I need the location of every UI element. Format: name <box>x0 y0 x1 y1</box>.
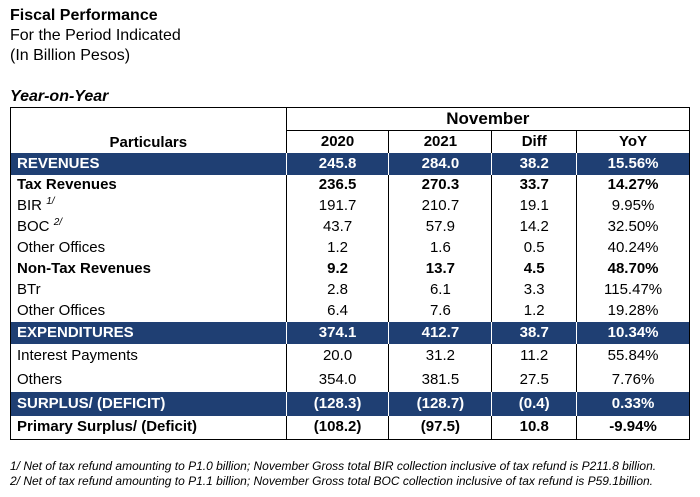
table-row-other-offices-nontax: Other Offices 6.4 7.6 1.2 19.28% <box>10 300 690 322</box>
cell-2020: 9.2 <box>286 258 390 280</box>
cell-yoy: 7.76% <box>611 370 655 388</box>
row-label: Primary Surplus/ (Deficit) <box>10 415 287 440</box>
cell-2021: 381.5 <box>388 367 493 392</box>
section-title: Year-on-Year <box>10 88 109 105</box>
column-header-2021: 2021 <box>388 130 493 153</box>
cell-diff: 0.5 <box>491 237 578 259</box>
cell-yoy: 40.24% <box>607 239 659 256</box>
cell-2021: 6.1 <box>388 279 493 301</box>
row-label: Interest Payments <box>10 343 287 368</box>
cell-2020: 374.1 <box>286 321 390 344</box>
row-label: EXPENDITURES <box>10 321 287 344</box>
particulars-header: Particulars <box>10 107 287 153</box>
cell-yoy: 9.95% <box>611 197 655 214</box>
cell-diff: 3.3 <box>491 279 578 301</box>
cell-2021: 284.0 <box>388 152 493 175</box>
footnotes: 1/ Net of tax refund amounting to P1.0 b… <box>10 459 656 489</box>
cell-2020: 43.7 <box>286 216 390 238</box>
cell-diff: 4.5 <box>491 258 578 280</box>
table-row-interest-payments: Interest Payments 20.0 31.2 11.2 55.84% <box>10 343 690 368</box>
table-row-primary-surplus-deficit: Primary Surplus/ (Deficit) (108.2) (97.5… <box>10 415 690 440</box>
row-label: Non-Tax Revenues <box>10 258 287 280</box>
column-header-2020: 2020 <box>286 130 390 153</box>
table-row-revenues: REVENUES 245.8 284.0 38.2 15.56% <box>10 152 690 175</box>
cell-diff: 38.2 <box>491 152 578 175</box>
column-header-diff: Diff <box>491 130 578 153</box>
row-label: BTr <box>10 279 287 301</box>
report-title: Fiscal Performance <box>10 7 158 24</box>
table-row-others: Others 354.0 381.5 27.5 7.76% <box>10 367 690 392</box>
row-label-cell: BOC 2/ <box>10 216 287 238</box>
row-label: Other Offices <box>10 300 287 322</box>
cell-2021: 1.6 <box>388 237 493 259</box>
row-label: Others <box>10 367 287 392</box>
cell-2021: 412.7 <box>388 321 493 344</box>
cell-diff: 38.7 <box>491 321 578 344</box>
row-label: REVENUES <box>10 152 287 175</box>
footnote-1: 1/ Net of tax refund amounting to P1.0 b… <box>10 459 657 473</box>
row-label: BOC <box>17 218 50 235</box>
cell-yoy: 115.47% <box>604 281 663 298</box>
footnote-2: 2/ Net of tax refund amounting to P1.1 b… <box>10 474 653 488</box>
report-unit: (In Billion Pesos) <box>10 47 131 64</box>
table-row-boc: BOC 2/ 43.7 57.9 14.2 32.50% <box>10 216 690 238</box>
table-row-bir: BIR 1/ 191.7 210.7 19.1 9.95% <box>10 195 690 217</box>
report-subtitle: For the Period Indicated <box>10 27 181 44</box>
cell-2020: (108.2) <box>286 415 390 440</box>
cell-yoy: 19.28% <box>607 302 659 319</box>
table-row-expenditures: EXPENDITURES 374.1 412.7 38.7 10.34% <box>10 321 690 344</box>
row-label: BIR <box>17 197 43 214</box>
cell-diff: 11.2 <box>491 343 578 368</box>
cell-diff: 27.5 <box>491 367 578 392</box>
row-label: Tax Revenues <box>10 174 287 196</box>
row-label: SURPLUS/ (DEFICIT) <box>10 391 287 416</box>
cell-yoy: 32.50% <box>607 218 659 235</box>
cell-yoy: 15.56% <box>576 152 690 175</box>
cell-diff: 19.1 <box>491 195 578 217</box>
cell-2020: 2.8 <box>286 279 390 301</box>
cell-2020: 354.0 <box>286 367 390 392</box>
cell-2021: 31.2 <box>388 343 493 368</box>
cell-diff: 1.2 <box>491 300 578 322</box>
table-row-tax-revenues: Tax Revenues 236.5 270.3 33.7 14.27% <box>10 174 690 196</box>
cell-diff: 14.2 <box>491 216 578 238</box>
row-label: Other Offices <box>10 237 287 259</box>
footnote-ref: 1/ <box>46 196 55 207</box>
cell-2020: (128.3) <box>286 391 390 416</box>
cell-yoy: 10.34% <box>576 321 690 344</box>
cell-diff: 10.8 <box>491 415 578 440</box>
cell-2020: 236.5 <box>286 174 390 196</box>
cell-2020: 245.8 <box>286 152 390 175</box>
cell-diff: 33.7 <box>491 174 578 196</box>
cell-2020: 6.4 <box>286 300 390 322</box>
cell-diff: (0.4) <box>491 391 578 416</box>
footnote-ref: 2/ <box>53 217 63 228</box>
table-row-non-tax-revenues: Non-Tax Revenues 9.2 13.7 4.5 48.70% <box>10 258 690 280</box>
cell-yoy: -9.94% <box>609 418 657 436</box>
cell-2021: 7.6 <box>388 300 493 322</box>
column-header-yoy: YoY <box>619 132 648 150</box>
table-row-other-offices: Other Offices 1.2 1.6 0.5 40.24% <box>10 237 690 259</box>
cell-2021: (97.5) <box>388 415 493 440</box>
month-header: November <box>286 107 690 131</box>
cell-yoy: 0.33% <box>576 391 690 416</box>
cell-yoy: 48.70% <box>607 260 659 277</box>
cell-2021: 270.3 <box>388 174 493 196</box>
cell-yoy: 55.84% <box>607 346 659 364</box>
cell-2020: 191.7 <box>286 195 390 217</box>
cell-2020: 20.0 <box>286 343 390 368</box>
table-row-surplus-deficit: SURPLUS/ (DEFICIT) (128.3) (128.7) (0.4)… <box>10 391 690 416</box>
cell-2021: 57.9 <box>388 216 493 238</box>
cell-2021: 13.7 <box>388 258 493 280</box>
cell-yoy: 14.27% <box>607 176 659 193</box>
row-label-cell: BIR 1/ <box>10 195 287 217</box>
table-row-btr: BTr 2.8 6.1 3.3 115.47% <box>10 279 690 301</box>
cell-2021: (128.7) <box>388 391 493 416</box>
report-header: Fiscal Performance For the Period Indica… <box>10 6 181 66</box>
cell-2020: 1.2 <box>286 237 390 259</box>
cell-2021: 210.7 <box>388 195 493 217</box>
fiscal-performance-table: Particulars November 2020 2021 Diff YoY … <box>10 107 690 440</box>
